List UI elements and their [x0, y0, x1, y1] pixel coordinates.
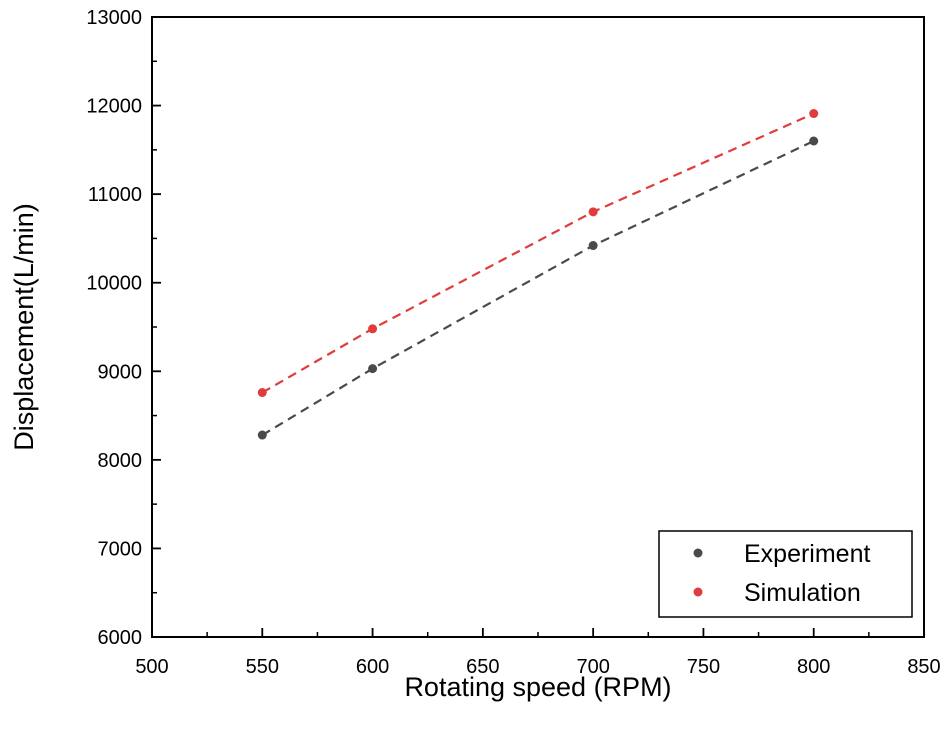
series-line-simulation	[261, 112, 815, 394]
x-tick-label: 700	[576, 656, 609, 678]
x-tick-label: 650	[466, 656, 499, 678]
data-point-experiment	[588, 241, 598, 251]
data-point-simulation	[588, 207, 598, 217]
x-tick-label: 800	[797, 656, 830, 678]
legend-label-experiment: Experiment	[744, 540, 870, 568]
x-tick-label: 500	[135, 656, 168, 678]
data-point-experiment	[368, 364, 378, 374]
y-tick-label: 6000	[98, 627, 143, 649]
series	[257, 109, 819, 440]
y-tick-label: 11000	[88, 184, 142, 206]
legend-marker-experiment	[693, 548, 703, 558]
legend: Experiment Simulation	[658, 530, 913, 618]
legend-marker-simulation	[693, 587, 703, 597]
data-point-experiment	[809, 136, 819, 146]
y-tick-label: 9000	[98, 361, 143, 383]
y-tick-label: 12000	[86, 96, 142, 118]
data-point-simulation	[257, 388, 267, 398]
plot-frame	[151, 16, 925, 638]
legend-box	[658, 530, 913, 618]
x-axis-title: Rotating speed (RPM)	[404, 672, 671, 702]
ticks: 500 550 600 650 700 750 800 850 6000 7000 8000 9000…	[86, 7, 940, 678]
x-tick-label: 850	[907, 656, 940, 678]
data-point-simulation	[809, 109, 819, 119]
data-point-experiment	[257, 430, 267, 440]
legend-label-simulation: Simulation	[744, 579, 861, 607]
data-point-simulation	[368, 324, 378, 334]
y-tick-label: 7000	[98, 538, 143, 560]
x-tick-label: 750	[687, 656, 720, 678]
y-axis-title: Displacement(L/min)	[9, 203, 39, 451]
y-tick-label: 8000	[98, 450, 143, 472]
series-line-experiment	[261, 140, 815, 436]
x-tick-label: 600	[356, 656, 389, 678]
y-tick-label: 13000	[86, 7, 142, 29]
x-tick-label: 550	[246, 656, 279, 678]
y-tick-label: 10000	[86, 273, 142, 295]
